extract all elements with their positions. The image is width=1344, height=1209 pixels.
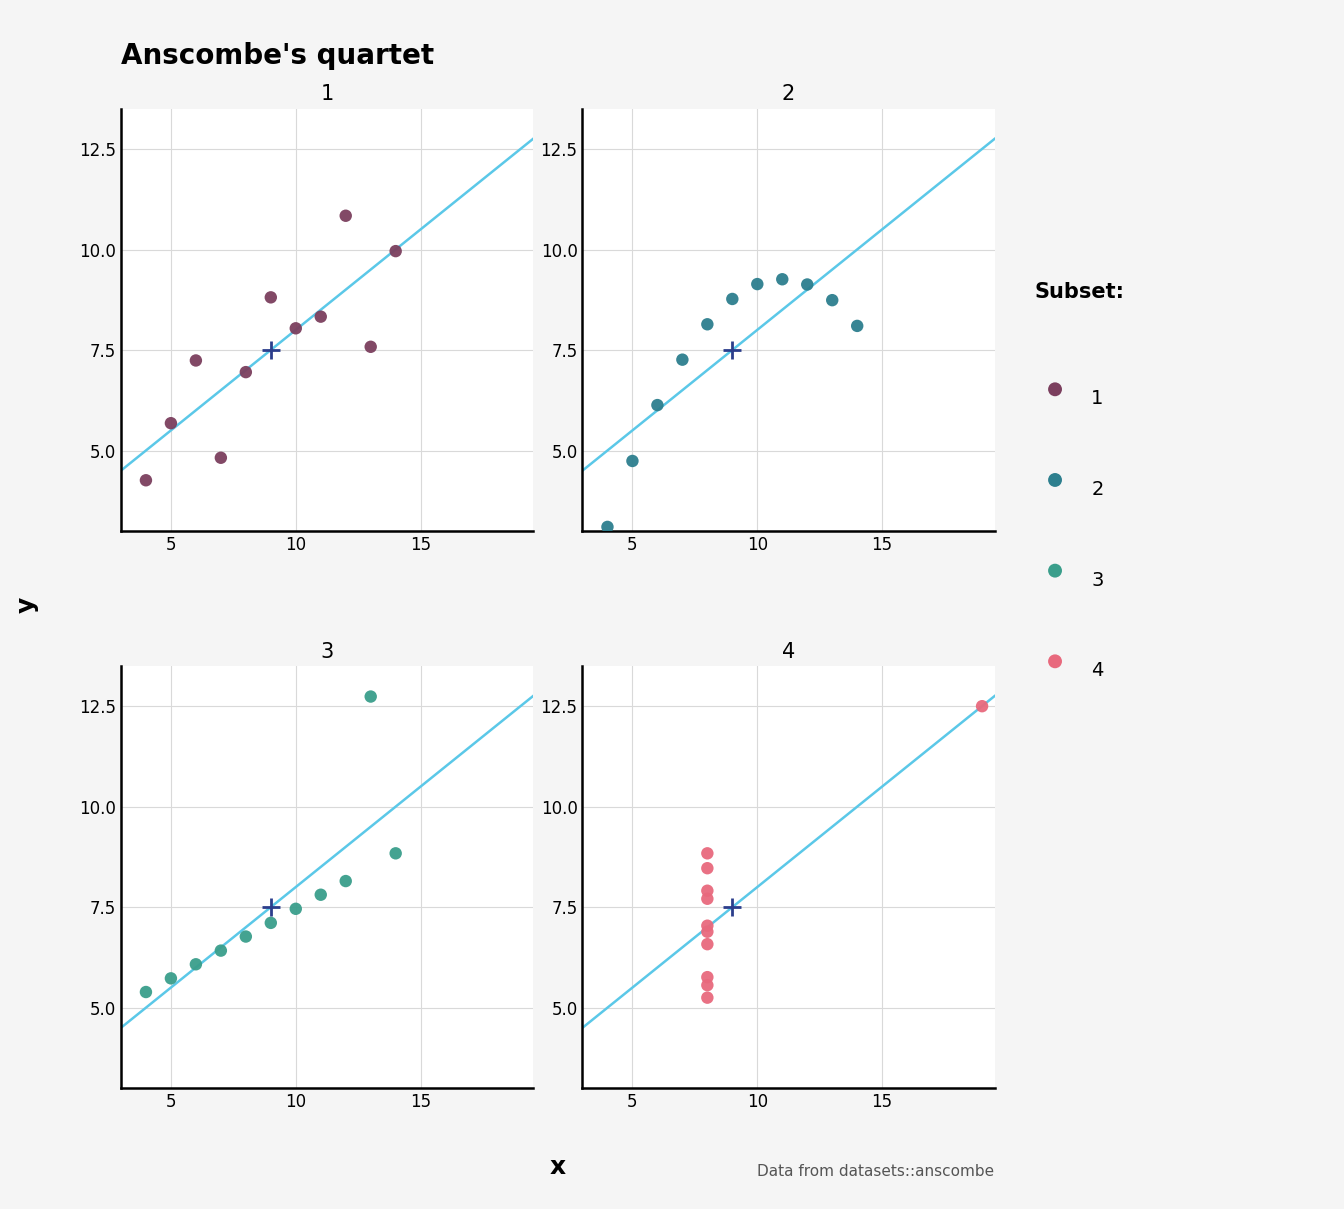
Point [160, 968, 181, 988]
Point [360, 687, 382, 706]
Point [972, 696, 993, 716]
Point [797, 274, 818, 294]
Point [672, 349, 694, 369]
Point [696, 935, 718, 954]
Text: x: x [550, 1155, 566, 1179]
Point [696, 967, 718, 987]
Point [696, 889, 718, 908]
Point [160, 413, 181, 433]
Text: 4: 4 [1091, 661, 1103, 681]
Point [696, 988, 718, 1007]
Point [696, 881, 718, 901]
Text: 3: 3 [1091, 571, 1103, 590]
Point [210, 449, 231, 468]
Point [622, 451, 644, 470]
Text: Subset:: Subset: [1035, 282, 1125, 302]
Text: y: y [15, 596, 39, 613]
Point [746, 274, 767, 294]
Point [235, 363, 257, 382]
Point [1044, 561, 1066, 580]
Title: 2: 2 [782, 85, 796, 104]
Text: Anscombe's quartet: Anscombe's quartet [121, 42, 434, 70]
Point [696, 922, 718, 942]
Point [597, 517, 618, 537]
Point [1044, 652, 1066, 671]
Point [646, 395, 668, 415]
Point [384, 844, 406, 863]
Point [384, 242, 406, 261]
Point [285, 899, 306, 919]
Point [696, 916, 718, 936]
Point [821, 290, 843, 310]
Point [696, 976, 718, 995]
Point [1044, 380, 1066, 399]
Point [335, 872, 356, 891]
Point [310, 307, 332, 326]
Point [136, 983, 157, 1002]
Point [722, 289, 743, 308]
Point [360, 337, 382, 357]
Point [259, 288, 281, 307]
Point [696, 844, 718, 863]
Point [335, 206, 356, 225]
Point [185, 955, 207, 974]
Point [285, 319, 306, 339]
Point [210, 941, 231, 960]
Title: 3: 3 [320, 642, 333, 661]
Point [696, 314, 718, 334]
Title: 4: 4 [782, 642, 796, 661]
Point [771, 270, 793, 289]
Title: 1: 1 [320, 85, 333, 104]
Point [1044, 470, 1066, 490]
Text: 2: 2 [1091, 480, 1103, 499]
Text: 1: 1 [1091, 389, 1103, 409]
Point [136, 470, 157, 490]
Point [847, 317, 868, 336]
Point [259, 913, 281, 932]
Point [185, 351, 207, 370]
Point [235, 927, 257, 947]
Point [696, 858, 718, 878]
Point [310, 885, 332, 904]
Text: Data from datasets::anscombe: Data from datasets::anscombe [758, 1164, 995, 1179]
